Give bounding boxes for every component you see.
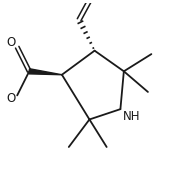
- Text: O: O: [7, 36, 16, 48]
- Text: NH: NH: [123, 110, 141, 123]
- Text: O: O: [7, 92, 16, 105]
- Polygon shape: [29, 69, 62, 75]
